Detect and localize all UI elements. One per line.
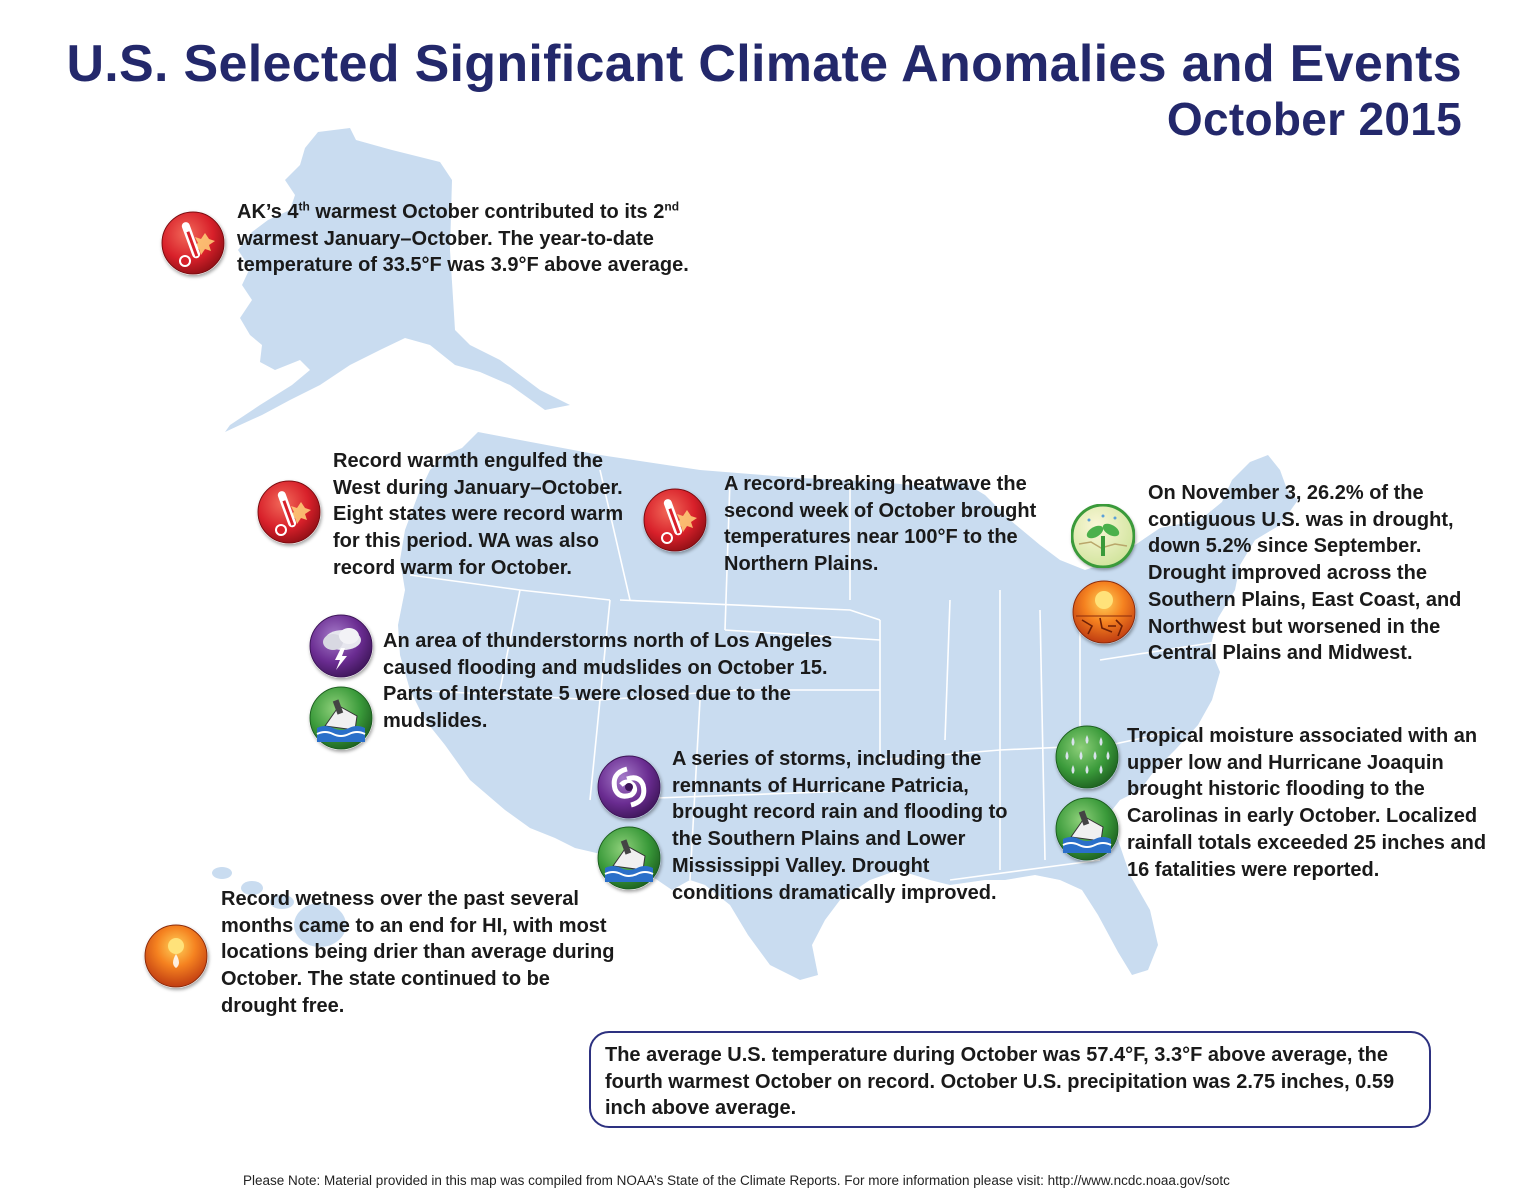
thermometer-heat-icon — [643, 488, 707, 552]
flood-icon — [597, 826, 661, 890]
summary-box — [589, 1031, 1431, 1128]
alaska-note: AK’s 4th warmest October contributed to … — [237, 199, 689, 277]
drought-note: On November 3, 26.2% of the contiguous U… — [1148, 482, 1462, 665]
los-angeles-note: An area of thunderstorms north of Los An… — [383, 630, 833, 733]
map-title: U.S. Selected Significant Climate Anomal… — [66, 35, 1462, 93]
alaska-shape — [225, 128, 570, 432]
thunderstorm-icon — [309, 614, 373, 678]
northern-plains-note: A record-breaking heatwave the second we… — [724, 473, 1037, 576]
heavy-rain-icon — [1055, 725, 1119, 789]
drought-improvement-icon — [1071, 504, 1135, 568]
hawaii-shape — [212, 867, 346, 947]
hawaii-note: Record wetness over the past several mon… — [221, 888, 615, 1017]
thermometer-heat-icon — [161, 211, 225, 275]
summary-text: The average U.S. temperature during Octo… — [605, 1044, 1395, 1120]
footer-note: Please Note: Material provided in this m… — [243, 1173, 1230, 1188]
thermometer-heat-icon — [257, 480, 321, 544]
drought-worsening-icon — [1072, 580, 1136, 644]
dry-sun-icon — [144, 924, 208, 988]
west-note: Record warmth engulfed the West during J… — [333, 450, 624, 579]
flood-icon — [1055, 797, 1119, 861]
hurricane-icon — [597, 755, 661, 819]
flood-icon — [309, 686, 373, 750]
map-subtitle-date: October 2015 — [1166, 93, 1462, 145]
southern-plains-note: A series of storms, including the remnan… — [672, 748, 1008, 904]
carolinas-note: Tropical moisture associated with an upp… — [1127, 725, 1487, 881]
